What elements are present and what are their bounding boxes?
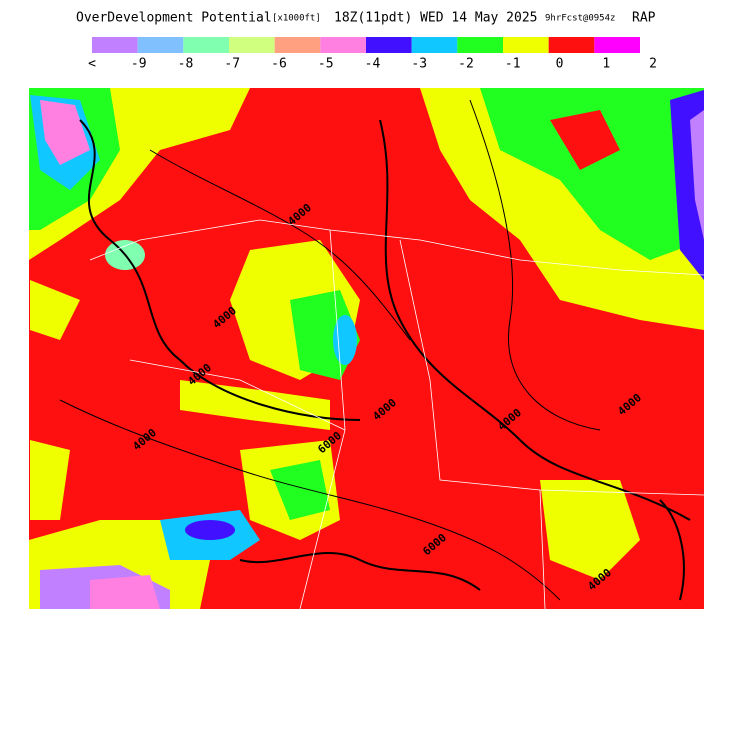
title-product: OverDevelopment Potential (76, 11, 272, 26)
colorbar-swatch (548, 37, 595, 53)
colorbar-label: -8 (178, 57, 194, 72)
colorbar-swatch (137, 37, 184, 53)
colorbar-label: -2 (458, 57, 474, 72)
colorbar-swatch (183, 37, 229, 53)
colorbar-swatch (503, 37, 549, 53)
colorbar-label: 2 (649, 57, 657, 72)
colorbar-label: -6 (271, 57, 287, 72)
title-model: RAP (632, 11, 656, 26)
colorbar-label: -9 (131, 57, 147, 72)
colorbar-swatch (229, 37, 275, 53)
colorbar-label: -1 (505, 57, 521, 72)
colorbar-label: -4 (365, 57, 381, 72)
colorbar-swatch (457, 37, 503, 53)
title-forecast: 9hrFcst@0954z (545, 14, 615, 24)
colorbar-label: < (88, 57, 96, 72)
colorbar: < -9 -8 -7 -6 -5 -4 -3 -2 -1 0 1 2 (88, 37, 657, 72)
colorbar-swatch (594, 37, 640, 53)
title-valid: 18Z(11pdt) WED 14 May 2025 (334, 11, 538, 26)
title-units: [x1000ft] (272, 14, 321, 24)
colorbar-swatch (274, 37, 321, 53)
colorbar-label: 0 (556, 57, 564, 72)
colorbar-swatch (320, 37, 366, 53)
colorbar-label: -3 (411, 57, 427, 72)
colorbar-label: -5 (318, 57, 334, 72)
colorbar-label: 1 (602, 57, 610, 72)
colorbar-swatch (411, 37, 458, 53)
colorbar-label: -7 (224, 57, 240, 72)
colorbar-swatch (92, 37, 138, 53)
colorbar-swatch (366, 37, 412, 53)
